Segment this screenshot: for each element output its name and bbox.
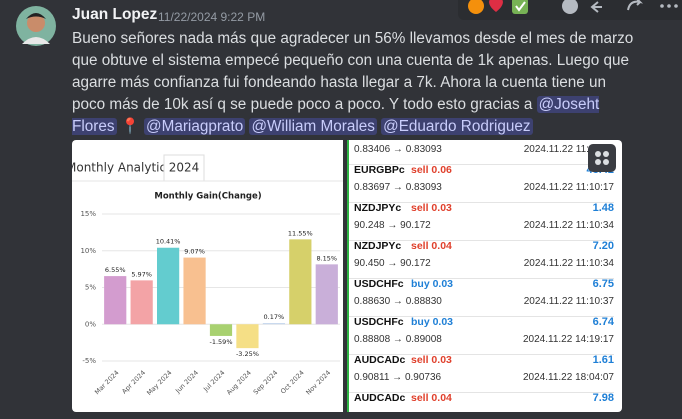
trade-row: USDCHFc buy 0.03 6.74 0.88808 → 0.89008 2024… bbox=[349, 316, 614, 355]
trade-side: buy 0.03 bbox=[411, 278, 454, 290]
bar bbox=[157, 247, 180, 325]
x-tick-label: Apr 2024 bbox=[120, 369, 147, 396]
author-name[interactable]: Juan Lopez bbox=[72, 6, 158, 23]
x-tick-label: Oct 2024 bbox=[279, 369, 306, 396]
trade-side: sell 0.03 bbox=[411, 354, 452, 366]
trade-side: sell 0.04 bbox=[411, 392, 452, 404]
trade-side: sell 0.06 bbox=[411, 164, 452, 176]
reaction-bar[interactable] bbox=[458, 0, 682, 20]
x-tick-label: Jun 2024 bbox=[173, 369, 200, 396]
trade-symbol: NZDJPYc bbox=[354, 240, 402, 252]
y-tick-label: 5% bbox=[85, 284, 96, 292]
bar bbox=[209, 324, 233, 336]
value-label: 6.55% bbox=[105, 266, 126, 274]
value-label: -3.25% bbox=[236, 350, 259, 358]
spoiler-button[interactable] bbox=[588, 144, 616, 172]
tab-box bbox=[163, 154, 205, 182]
chart-title: Monthly Gain(Change) bbox=[154, 192, 261, 202]
trade-profit: 1.61 bbox=[592, 354, 614, 366]
x-tick-label: Nov 2024 bbox=[304, 369, 332, 397]
trade-side: buy 0.03 bbox=[411, 316, 454, 328]
value-label: 9.07% bbox=[184, 248, 205, 256]
trade-symbol: AUDCADc bbox=[354, 392, 406, 404]
x-tick-label: May 2024 bbox=[145, 369, 173, 397]
trade-time: 2024.11.22 11:10:34 bbox=[523, 258, 614, 269]
trade-symbol: AUDCADc bbox=[354, 354, 406, 366]
value-label: 8.15% bbox=[316, 254, 337, 262]
emoji: 📍 bbox=[120, 118, 140, 135]
trade-prices: 0.83406 → 0.83093 bbox=[354, 144, 442, 155]
value-label: 11.55% bbox=[288, 229, 313, 237]
trade-profit: 7.20 bbox=[592, 240, 614, 252]
trade-time: 2024.11.22 11:10:17 bbox=[523, 182, 614, 193]
value-label: 5.97% bbox=[131, 270, 152, 278]
message-text: Bueno señores nada más que agradecer un … bbox=[72, 30, 634, 113]
trade-prices: 90.248 → 90.172 bbox=[354, 220, 431, 231]
trade-prices: 0.88630 → 0.88830 bbox=[354, 296, 442, 307]
bar bbox=[236, 324, 259, 349]
bar bbox=[183, 257, 206, 325]
trade-profit: 1.48 bbox=[592, 202, 614, 214]
trade-profit: 6.74 bbox=[592, 316, 614, 328]
trade-row: 0.83406 → 0.83093 2024.11.22 11:10:17 bbox=[349, 140, 614, 165]
x-tick-label: Sep 2024 bbox=[252, 369, 279, 396]
y-tick-label: 10% bbox=[80, 247, 96, 255]
trade-row: AUDCADc sell 0.03 1.61 0.90811 → 0.90736 202… bbox=[349, 354, 614, 393]
reaction-icons bbox=[468, 0, 678, 14]
trade-side: sell 0.03 bbox=[411, 202, 452, 214]
trade-time: 2024.11.22 11:10:37 bbox=[523, 296, 614, 307]
bar bbox=[130, 280, 153, 325]
value-label: 0.17% bbox=[264, 313, 285, 321]
tab: 2024 bbox=[169, 161, 200, 175]
mention[interactable]: @William Morales bbox=[249, 118, 377, 135]
trade-profit: 6.75 bbox=[592, 278, 614, 290]
trade-time: 2024.11.22 11:10:34 bbox=[523, 220, 614, 231]
x-tick-label: Jul 2024 bbox=[201, 369, 226, 394]
message-body: Bueno señores nada más que agradecer un … bbox=[72, 28, 642, 138]
bar bbox=[289, 239, 312, 325]
bar bbox=[104, 276, 127, 325]
trade-row: NZDJPYc sell 0.03 1.48 90.248 → 90.172 2024.… bbox=[349, 202, 614, 241]
trade-time: 2024.11.22 14:19:17 bbox=[522, 334, 614, 345]
trade-prices: 0.90811 → 0.90736 bbox=[354, 372, 442, 383]
trade-time: 2024.11.22 11:10:17 bbox=[523, 144, 614, 155]
trade-prices: 0.88808 → 0.89008 bbox=[354, 334, 442, 345]
y-tick-label: 0% bbox=[85, 320, 96, 328]
mention[interactable]: @Eduardo Rodriguez bbox=[381, 118, 533, 135]
trade-prices: 0.83697 → 0.83093 bbox=[354, 182, 442, 193]
chart: Monthly Analytics 2024 Monthly Gain(Chan… bbox=[72, 154, 343, 397]
x-tick-label: Mar 2024 bbox=[93, 369, 120, 396]
timestamp: 11/22/2024 9:22 PM bbox=[158, 10, 266, 24]
x-tick-label: Aug 2024 bbox=[225, 369, 253, 397]
bar bbox=[315, 264, 338, 325]
avatar[interactable] bbox=[16, 6, 56, 46]
y-tick-label: 15% bbox=[80, 210, 96, 218]
y-tick-label: -5% bbox=[82, 357, 96, 365]
trade-symbol: USDCHFc bbox=[354, 278, 404, 290]
trades-attachment[interactable]: 0.83406 → 0.83093 2024.11.22 11:10:17 EURG… bbox=[347, 140, 622, 412]
bar bbox=[262, 323, 285, 325]
trade-symbol: NZDJPYc bbox=[354, 202, 402, 214]
trade-profit: 7.98 bbox=[592, 392, 614, 404]
trade-row: NZDJPYc sell 0.04 7.20 90.450 → 90.172 2024.… bbox=[349, 240, 614, 279]
trade-symbol: USDCHFc bbox=[354, 316, 404, 328]
chart-attachment[interactable]: Monthly Analytics 2024 Monthly Gain(Chan… bbox=[72, 140, 343, 412]
trade-symbol: EURGBPc bbox=[354, 164, 405, 176]
trade-side: sell 0.04 bbox=[411, 240, 452, 252]
trade-prices: 90.450 → 90.172 bbox=[354, 258, 431, 269]
value-label: -1.59% bbox=[210, 338, 233, 346]
trade-row: USDCHFc buy 0.03 6.75 0.88630 → 0.88830 2024… bbox=[349, 278, 614, 317]
mention[interactable]: @Mariagprato bbox=[144, 118, 246, 135]
chart-header: Monthly Analytics bbox=[72, 161, 172, 175]
value-label: 10.41% bbox=[156, 238, 181, 246]
trade-time: 2024.11.22 18:04:07 bbox=[522, 372, 614, 383]
trade-row: AUDCADc sell 0.04 7.98 bbox=[349, 392, 614, 412]
